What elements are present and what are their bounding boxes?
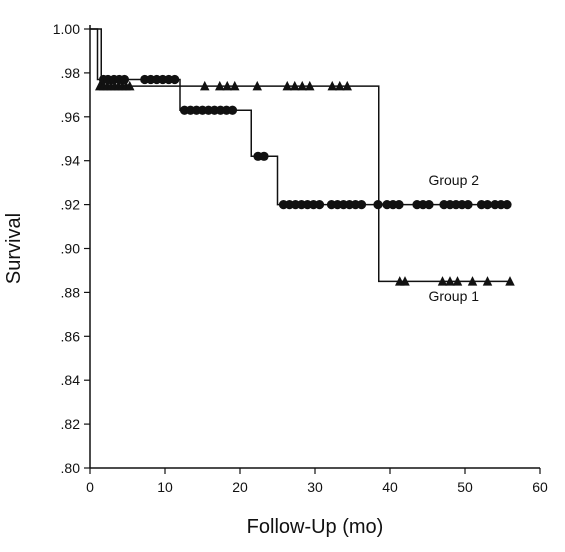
group-2-censor-point xyxy=(394,200,404,210)
group-1-censor-point xyxy=(290,80,300,91)
group-1-censor-point xyxy=(305,80,315,91)
group-2-censor-point xyxy=(482,200,493,210)
x-tick-label: 20 xyxy=(232,479,248,495)
x-tick-label: 30 xyxy=(307,479,323,495)
y-ticks: .80 .82 .84 .86 .88 .90 .92 .94 .96 .98 1.00 xyxy=(53,21,90,476)
x-tick-label: 40 xyxy=(382,479,398,495)
x-tick-label: 0 xyxy=(86,479,94,495)
group-2-censor-point xyxy=(356,200,367,210)
group-1-survival-line xyxy=(90,28,510,283)
group-1-censor-point xyxy=(342,80,352,91)
group-1-censor-point xyxy=(505,276,515,286)
group-1-censor-point xyxy=(437,276,448,286)
x-tick-label: 50 xyxy=(457,479,473,495)
group-1-censor-point xyxy=(252,80,262,91)
y-tick-label: .92 xyxy=(61,197,81,213)
group-1-series xyxy=(90,28,515,286)
x-axis-title: Follow-Up (mo) xyxy=(247,516,384,538)
series-layer xyxy=(90,28,515,286)
y-tick-label: .80 xyxy=(61,460,81,476)
group-1-censor-point xyxy=(482,276,493,286)
group-1-censor-point xyxy=(222,80,232,91)
group-1-label: Group 1 xyxy=(428,288,479,304)
x-tick-label: 60 xyxy=(532,479,548,495)
group-1-censor-point xyxy=(282,80,292,91)
axes: .80 .82 .84 .86 .88 .90 .92 .94 .96 .98 1.00 0 10 20… xyxy=(53,21,548,495)
x-tick-label: 10 xyxy=(157,479,173,495)
y-tick-label: .82 xyxy=(61,416,81,432)
y-tick-label: .96 xyxy=(61,109,81,125)
group-1-censor-point xyxy=(200,80,210,91)
y-tick-label: .90 xyxy=(61,241,81,257)
group-1-censor-point xyxy=(215,80,225,91)
group-1-censor-point xyxy=(230,80,240,91)
group-2-label: Group 2 xyxy=(428,172,479,188)
group-2-censor-point xyxy=(502,200,512,210)
group-1-censor-point xyxy=(327,80,337,91)
y-tick-label: .88 xyxy=(61,284,81,300)
group-1-censor-point xyxy=(400,276,410,286)
group-1-censor-point xyxy=(297,80,307,91)
y-tick-label: .98 xyxy=(61,65,81,81)
y-tick-label: .94 xyxy=(61,153,81,169)
group-2-censor-point xyxy=(463,200,473,210)
group-2-censor-point xyxy=(373,200,383,210)
group-2-censor-point xyxy=(119,74,130,85)
group-1-censor-point xyxy=(335,80,345,91)
group-1-censor-point xyxy=(467,276,478,286)
group-2-censor-point xyxy=(227,105,238,115)
group-2-censor-point xyxy=(314,200,325,210)
group-1-censor-point xyxy=(125,80,135,91)
group-2-censor-point xyxy=(170,74,180,85)
y-axis-title: Survival xyxy=(3,213,25,284)
group-2-censor-point xyxy=(259,151,269,161)
x-ticks: 0 10 20 30 40 50 60 xyxy=(86,468,548,495)
group-1-censor-point xyxy=(452,276,463,286)
annotation-layer: Group 2 Group 1 xyxy=(428,172,479,304)
y-tick-label: .86 xyxy=(61,328,81,344)
y-tick-label: 1.00 xyxy=(53,21,80,37)
group-2-series xyxy=(90,28,512,210)
group-2-censor-point xyxy=(424,200,434,210)
y-tick-label: .84 xyxy=(61,372,81,388)
group-1-censor-point xyxy=(445,276,455,286)
